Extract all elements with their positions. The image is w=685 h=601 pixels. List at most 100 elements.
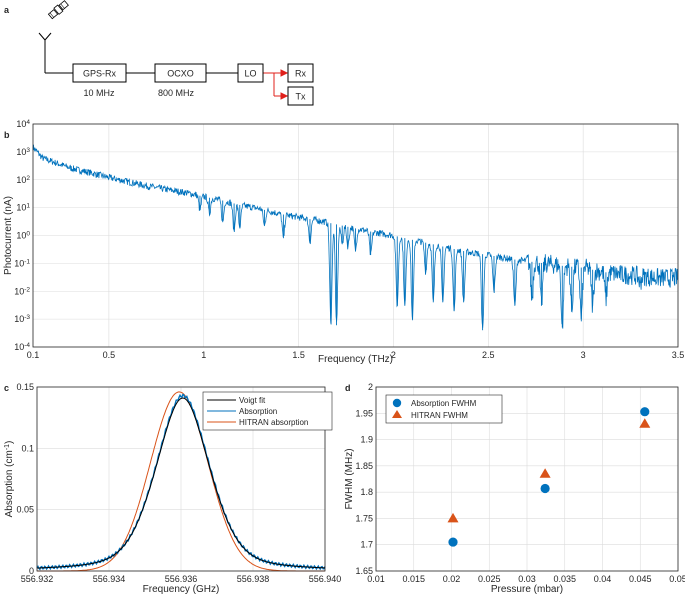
chart-d-xtick-label: 0.035: [553, 574, 576, 584]
legend-label-absorption-fwhm: Absorption FWHM: [411, 399, 477, 408]
legend-label-voigt: Voigt fit: [239, 396, 266, 405]
chart-d-xtick-label: 0.025: [478, 574, 501, 584]
chart-b-plot: [32, 144, 679, 331]
block-gps-rx: GPS-Rx: [72, 63, 127, 83]
panel-d: d 0.01 0.015 0.02 0.025 0.03 0.035 0.04 0.045 0.…: [344, 382, 685, 595]
chart-c-xtick-label: 556.936: [165, 574, 198, 584]
legend-marker-hitran-fwhm: [392, 410, 402, 418]
chart-c-legend: Voigt fit Absorption HITRAN absorption: [202, 391, 333, 431]
chart-d-point-absorption-fwhm: [640, 407, 650, 417]
chart-d-point-absorption-fwhm: [540, 483, 550, 494]
chart-d-xtick-label: 0.03: [518, 574, 536, 584]
chart-b-ytick-label: 102: [16, 174, 30, 185]
chart-d-xtick-label: 0.04: [594, 574, 612, 584]
chart-d-ytick-label: 1.9: [360, 435, 373, 445]
freq-label-800mhz: 800 MHz: [158, 88, 195, 98]
legend-label-absorption: Absorption: [239, 407, 277, 416]
chart-d-ytick-label: 1.75: [355, 513, 373, 523]
chart-d-xtick-label: 0.045: [629, 574, 652, 584]
rf-output-arrows: [263, 69, 289, 100]
chart-c-ytick-label: 0.15: [16, 382, 34, 392]
chart-d-ytick-label: 1.65: [355, 566, 373, 576]
chart-b-xlabel: Frequency (THz): [318, 354, 393, 365]
chart-d-plot: [447, 407, 651, 547]
chart-d-xtick-label: 0.01: [367, 574, 385, 584]
chart-c-xtick-label: 556.932: [21, 574, 54, 584]
chart-c-plot: [36, 391, 326, 572]
chart-d-legend: Absorption FWHM HITRAN FWHM: [385, 394, 503, 424]
block-ocxo: OCXO: [154, 63, 207, 83]
legend-label-hitran: HITRAN absorption: [239, 418, 308, 427]
panel-letter-a: a: [4, 5, 10, 15]
block-rx: Rx: [287, 63, 314, 83]
chart-b-xtick-label: 2.5: [482, 350, 495, 360]
panel-a: a GPS-Rx: [4, 0, 314, 106]
chart-d-ytick-label: 2: [368, 382, 373, 392]
chart-c-xtick-label: 556.940: [309, 574, 342, 584]
chart-d-ytick-label: 1.7: [360, 540, 373, 550]
chart-d-ytick-label: 1.8: [360, 487, 373, 497]
block-label-rx: Rx: [295, 69, 306, 79]
chart-b-frame: [32, 123, 679, 348]
chart-d-ytick-label: 1.85: [355, 461, 373, 471]
chart-c-xlabel: Frequency (GHz): [143, 584, 220, 595]
chart-c-ytick-label: 0.1: [21, 443, 34, 453]
chart-d-point-absorption-fwhm: [448, 537, 458, 547]
chart-c-ylabel: Absorption (cm-1): [4, 441, 16, 518]
chart-b-ylabel: Photocurrent (nA): [3, 196, 14, 275]
chart-b-xtick-label: 0.5: [103, 350, 116, 360]
freq-label-10mhz: 10 MHz: [83, 88, 115, 98]
panel-b: b 0.1 0.5 1 1.5 2 2.5 3 3.5 10-4 10-3 10-2 10-1 100 1…: [3, 119, 684, 366]
chart-d-point-hitran-fwhm: [447, 512, 459, 523]
chart-c-frame: [36, 386, 326, 572]
panel-letter-c: c: [4, 383, 9, 393]
chart-b-xtick-label: 3: [581, 350, 586, 360]
panel-c: c 556.932 556.934 556.936 556.938 556.940 0 0.…: [4, 382, 342, 595]
chart-b-series-line: [32, 144, 679, 329]
block-label-gps-rx: GPS-Rx: [83, 69, 117, 79]
chart-d-point-hitran-fwhm: [539, 468, 551, 478]
chart-d-xtick-label: 0.02: [443, 574, 461, 584]
chart-d-ylabel: FWHM (MHz): [344, 448, 355, 509]
chart-b-ytick-label: 103: [16, 146, 30, 157]
chart-c-ytick-label: 0.05: [16, 505, 34, 515]
chart-d-xtick-label: 0.05: [669, 574, 685, 584]
block-label-tx: Tx: [296, 92, 306, 102]
chart-b-ytick-label: 10-3: [14, 314, 30, 325]
chart-d-ytick-label: 1.95: [355, 408, 373, 418]
chart-d-ticks: 0.01 0.015 0.02 0.025 0.03 0.035 0.04 0.045 0.05…: [355, 382, 685, 584]
chart-d-frame: [375, 386, 679, 572]
chart-c-xtick-label: 556.934: [93, 574, 126, 584]
block-lo: LO: [237, 63, 264, 83]
chart-b-ytick-label: 10-4: [14, 342, 30, 353]
panel-letter-d: d: [345, 383, 351, 393]
chart-c-hitran-line: [37, 391, 325, 572]
chart-b-ytick-label: 100: [16, 230, 30, 241]
legend-marker-absorption-fwhm: [392, 398, 402, 408]
chart-b-ytick-label: 104: [16, 119, 30, 130]
chart-d-xlabel: Pressure (mbar): [491, 584, 563, 595]
block-label-lo: LO: [244, 69, 256, 79]
chart-b-ticks: 0.1 0.5 1 1.5 2 2.5 3 3.5 10-4 10-3 10-2 10-1 100 101…: [14, 119, 684, 361]
chart-b-ytick-label: 10-1: [14, 258, 30, 269]
satellite-icon: [47, 0, 69, 20]
chart-c-voigt-fit-line: [37, 397, 325, 569]
panel-letter-b: b: [4, 130, 10, 140]
chart-b-xtick-label: 3.5: [672, 350, 685, 360]
chart-b-xtick-label: 0.1: [27, 350, 40, 360]
block-label-ocxo: OCXO: [167, 69, 194, 79]
chart-b-xtick-label: 1.5: [292, 350, 305, 360]
chart-d-xtick-label: 0.015: [402, 574, 425, 584]
chart-b-ytick-label: 101: [16, 202, 30, 213]
chart-c-ytick-label: 0: [29, 566, 34, 576]
chart-b-xtick-label: 1: [201, 350, 206, 360]
chart-c-xtick-label: 556.938: [237, 574, 270, 584]
chart-c-ticks: 556.932 556.934 556.936 556.938 556.940 0 0.05…: [16, 382, 341, 584]
antenna-icon: [38, 32, 52, 73]
chart-b-xtick-label: 2: [391, 350, 396, 360]
legend-label-hitran-fwhm: HITRAN FWHM: [411, 411, 468, 420]
chart-b-ytick-label: 10-2: [14, 286, 30, 297]
block-tx: Tx: [287, 86, 314, 106]
chart-d-point-hitran-fwhm: [639, 418, 651, 428]
